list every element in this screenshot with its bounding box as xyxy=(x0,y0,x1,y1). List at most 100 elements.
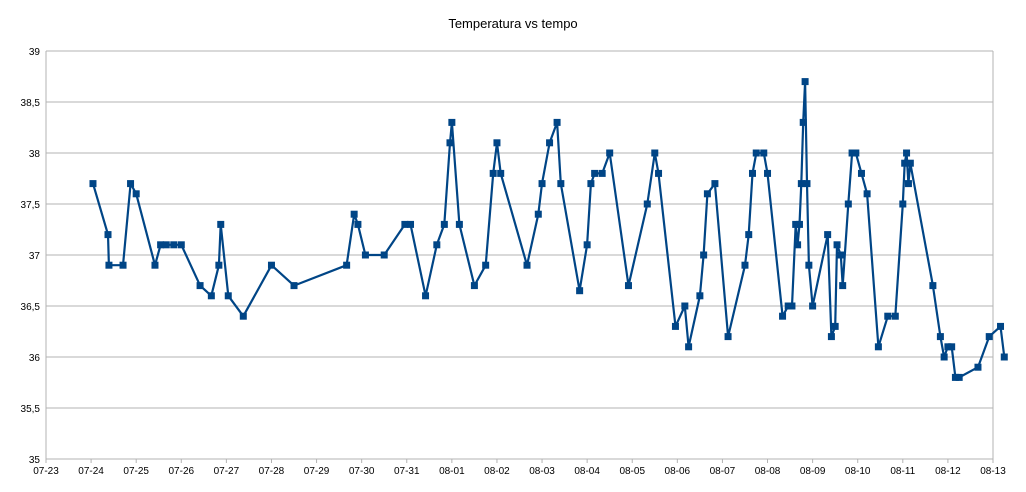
x-tick-label: 08-05 xyxy=(619,466,645,477)
data-point-marker xyxy=(903,149,911,157)
x-tick-label: 08-03 xyxy=(529,466,555,477)
data-point-marker xyxy=(606,149,614,157)
data-point-marker xyxy=(863,190,871,198)
data-point-marker xyxy=(538,180,546,188)
series-line xyxy=(91,80,1006,379)
data-point-marker xyxy=(104,231,112,239)
y-tick-label: 36,5 xyxy=(21,302,41,313)
data-point-marker xyxy=(207,292,215,300)
data-point-marker xyxy=(433,241,441,249)
data-point-marker xyxy=(974,363,982,371)
data-point-marker xyxy=(792,220,800,228)
y-tick-label: 38 xyxy=(29,149,41,160)
data-point-marker xyxy=(455,220,463,228)
data-point-marker xyxy=(196,282,204,290)
data-point-marker xyxy=(703,190,711,198)
data-point-marker xyxy=(497,169,505,177)
y-tick-label: 37,5 xyxy=(21,200,41,211)
x-tick-label: 07-30 xyxy=(349,466,375,477)
data-point-marker xyxy=(711,180,719,188)
data-point-marker xyxy=(448,118,456,126)
x-tick-label: 07-23 xyxy=(33,466,59,477)
x-tick-label: 07-26 xyxy=(168,466,194,477)
data-point-marker xyxy=(343,261,351,269)
data-point-marker xyxy=(534,210,542,218)
data-point-marker xyxy=(127,180,135,188)
data-point-marker xyxy=(760,149,768,157)
data-point-marker xyxy=(839,282,847,290)
data-point-marker xyxy=(239,312,247,320)
data-point-marker xyxy=(874,343,882,351)
data-point-marker xyxy=(482,261,490,269)
data-point-marker xyxy=(752,149,760,157)
data-point-marker xyxy=(89,180,97,188)
data-point-marker xyxy=(803,180,811,188)
data-point-marker xyxy=(985,333,993,341)
data-point-marker xyxy=(546,139,554,147)
data-point-marker xyxy=(583,241,591,249)
data-point-marker xyxy=(361,251,369,259)
data-point-marker xyxy=(380,251,388,259)
data-point-marker xyxy=(119,261,127,269)
data-point-marker xyxy=(157,241,165,249)
data-point-marker xyxy=(624,282,632,290)
x-tick-label: 07-25 xyxy=(123,466,149,477)
data-point-marker xyxy=(794,241,802,249)
data-point-marker xyxy=(929,282,937,290)
data-point-marker xyxy=(489,169,497,177)
data-point-marker xyxy=(422,292,430,300)
data-point-marker xyxy=(805,261,813,269)
data-point-marker xyxy=(557,180,565,188)
data-point-marker xyxy=(598,169,606,177)
data-point-marker xyxy=(901,159,909,167)
data-point-marker xyxy=(724,333,732,341)
x-tick-label: 08-02 xyxy=(484,466,510,477)
data-point-marker xyxy=(831,322,839,330)
x-tick-label: 08-09 xyxy=(800,466,826,477)
x-tick-label: 08-11 xyxy=(890,466,915,477)
data-point-marker xyxy=(748,169,756,177)
data-point-marker xyxy=(671,322,679,330)
data-point-marker xyxy=(997,322,1005,330)
data-point-marker xyxy=(799,118,807,126)
data-point-marker xyxy=(587,180,595,188)
data-point-marker xyxy=(827,333,835,341)
data-point-marker xyxy=(779,312,787,320)
data-point-marker xyxy=(955,373,963,381)
grid-lines xyxy=(45,50,994,463)
x-tick-label: 08-12 xyxy=(935,466,961,477)
data-point-marker xyxy=(651,149,659,157)
data-point-marker xyxy=(407,220,415,228)
data-point-marker xyxy=(170,241,178,249)
x-tick-label: 08-06 xyxy=(665,466,691,477)
data-point-marker xyxy=(685,343,693,351)
data-point-marker xyxy=(591,169,599,177)
data-point-marker xyxy=(844,200,852,208)
y-tick-label: 35,5 xyxy=(21,404,41,415)
data-point-marker xyxy=(809,302,817,310)
y-tick-label: 35 xyxy=(29,455,41,466)
data-point-marker xyxy=(177,241,185,249)
y-tick-label: 39 xyxy=(29,47,41,58)
y-tick-label: 37 xyxy=(29,251,41,262)
data-point-marker xyxy=(745,231,753,239)
data-point-marker xyxy=(788,302,796,310)
data-point-marker xyxy=(350,210,358,218)
data-point-marker xyxy=(523,261,531,269)
y-axis-labels: 35 35,5 36 36,5 37 37,5 38 38,5 39 xyxy=(21,47,41,466)
data-point-marker xyxy=(681,302,689,310)
data-point-marker xyxy=(948,343,956,351)
data-point-marker xyxy=(801,78,809,86)
data-point-marker xyxy=(354,220,362,228)
data-point-marker xyxy=(162,241,170,249)
data-point-marker xyxy=(224,292,232,300)
data-point-marker xyxy=(884,312,892,320)
data-point-marker xyxy=(132,190,140,198)
data-point-marker xyxy=(1000,353,1008,361)
x-tick-label: 07-24 xyxy=(78,466,104,477)
data-point-marker xyxy=(446,139,454,147)
data-point-marker xyxy=(151,261,159,269)
x-tick-label: 08-07 xyxy=(710,466,736,477)
